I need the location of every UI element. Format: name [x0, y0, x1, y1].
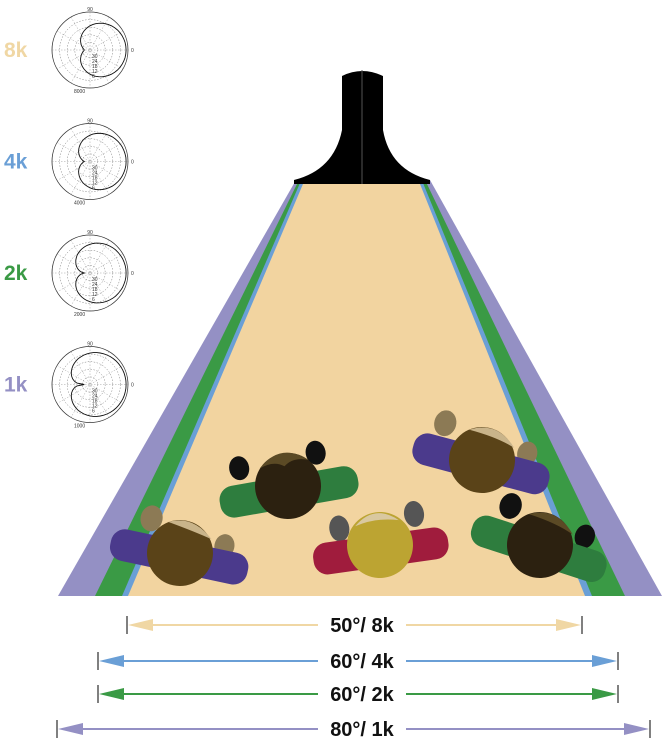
- arrow-head: [592, 688, 617, 700]
- polar-spoke: [70, 239, 110, 307]
- polar-spoke: [56, 365, 124, 404]
- polar-ring: [74, 257, 106, 289]
- polar-spoke: [56, 30, 124, 70]
- polar-top-label: 90: [87, 342, 93, 348]
- arrow-head: [592, 655, 617, 667]
- polar-ring-label: 12: [92, 181, 98, 187]
- polar-right-label: 0: [131, 48, 134, 54]
- polar-ring: [59, 130, 121, 193]
- arrow-label-bg: [318, 682, 406, 706]
- polar-bottom-label: 2000: [74, 312, 85, 318]
- arrow-label-bg: [318, 613, 406, 637]
- polar-ring: [74, 34, 106, 66]
- arrow-head: [556, 619, 581, 631]
- polar-ring-label: 18: [92, 399, 98, 405]
- polar-spoke: [56, 253, 124, 293]
- arrow-head: [128, 619, 153, 631]
- arrow-head: [624, 723, 649, 735]
- polar-outer: [51, 11, 129, 89]
- arrow-label: 60°/ 4k: [330, 651, 394, 673]
- polar-ring-label: 30: [92, 277, 98, 283]
- frequency-label: 8k: [4, 39, 28, 62]
- polar-spoke: [70, 351, 110, 418]
- polar-ring-label: 24: [92, 171, 98, 177]
- frequency-label: 2k: [4, 262, 28, 285]
- polar-ring-label: 24: [92, 282, 98, 288]
- polar-top-label: 90: [87, 7, 93, 13]
- polar-bottom-label: 4000: [74, 201, 85, 207]
- polar-spoke: [70, 16, 110, 84]
- polar-ring: [74, 369, 106, 400]
- polar-ring: [59, 19, 121, 81]
- polar-response: [80, 22, 127, 78]
- polar-spoke: [56, 253, 124, 293]
- polar-ring-label: 18: [92, 176, 98, 182]
- polar-ring-label: 30: [92, 166, 98, 172]
- polar-right-label: 0: [131, 383, 134, 389]
- polar-ring-label: 6: [92, 409, 95, 415]
- polar-ring-label: 6: [92, 297, 95, 303]
- arrow-head: [99, 655, 124, 667]
- polar-right-label: 0: [131, 160, 134, 166]
- polar-bottom-label: 8000: [74, 89, 85, 95]
- polar-spoke: [56, 142, 124, 181]
- polar-right-label: 0: [131, 271, 134, 277]
- polar-ring-label: 18: [92, 64, 98, 70]
- polar-response: [70, 352, 127, 417]
- polar-spoke: [56, 30, 124, 70]
- arrow-label: 60°/ 2k: [330, 684, 394, 706]
- frequency-label: 1k: [4, 374, 28, 397]
- arrow-label-bg: [318, 649, 406, 673]
- people: [109, 410, 607, 586]
- polar-spoke: [70, 239, 110, 307]
- polar-ring-label: 30: [92, 389, 98, 395]
- polar-ring: [59, 353, 121, 416]
- polar-ring-label: 30: [92, 54, 98, 60]
- arrow-label-bg: [318, 717, 406, 741]
- frequency-label: 4k: [4, 151, 28, 174]
- polar-bottom-label: 1000: [74, 424, 85, 430]
- polar-ring: [74, 146, 106, 177]
- polar-ring-label: 12: [92, 404, 98, 410]
- polar-ring-label: 6: [92, 74, 95, 80]
- polar-spoke: [70, 128, 110, 195]
- polar-response: [78, 132, 127, 191]
- polar-spoke: [70, 16, 110, 84]
- polar-ring: [59, 242, 121, 304]
- polar-spoke: [56, 142, 124, 181]
- arrow-label: 80°/ 1k: [330, 719, 394, 741]
- polar-ring-label: 24: [92, 59, 98, 65]
- polar-ring-label: 18: [92, 287, 98, 293]
- polar-spoke: [70, 351, 110, 418]
- polar-top-label: 90: [87, 230, 93, 236]
- polar-outer: [51, 346, 129, 423]
- polar-ring-label: 12: [92, 69, 98, 75]
- polar-top-label: 90: [87, 119, 93, 125]
- arrow-head: [58, 723, 83, 735]
- polar-ring-label: 6: [92, 186, 95, 192]
- polar-response: [75, 242, 127, 304]
- arrow-head: [99, 688, 124, 700]
- arrow-label: 50°/ 8k: [330, 615, 394, 637]
- polar-spoke: [70, 128, 110, 195]
- polar-ring-label: 12: [92, 292, 98, 298]
- polar-spoke: [56, 365, 124, 404]
- polar-outer: [51, 234, 129, 312]
- polar-ring-label: 24: [92, 394, 98, 400]
